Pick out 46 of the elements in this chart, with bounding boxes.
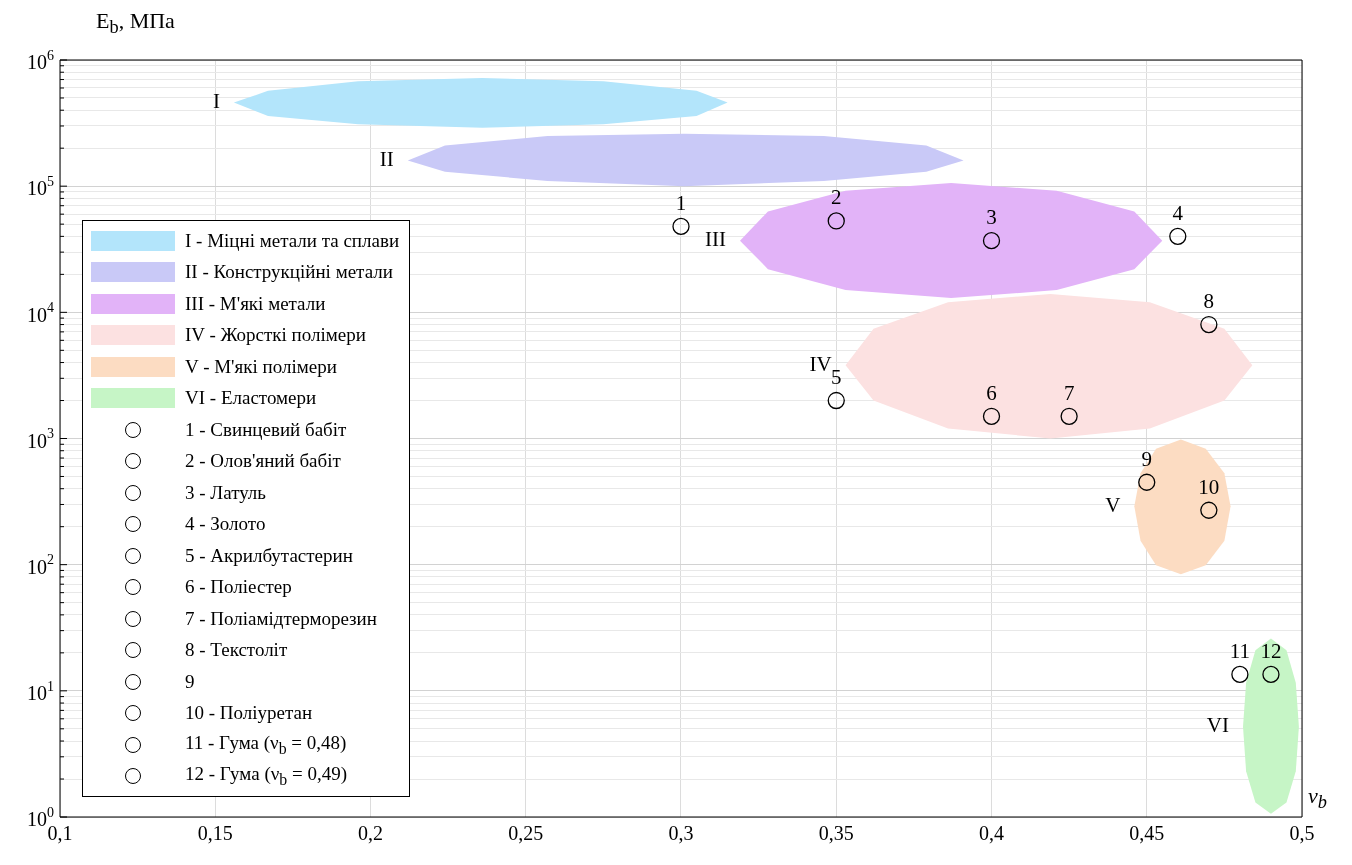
legend-label: IV - Жорсткі полімери (185, 324, 366, 347)
annotation: I (212, 89, 220, 114)
legend-label: 5 - Акрилбутастерин (185, 544, 353, 567)
x-tick-label: 0,3 (668, 822, 694, 845)
annotation: 2 (831, 185, 842, 210)
annotation: 5 (831, 365, 842, 390)
annotation: 3 (986, 205, 997, 230)
annotation: 7 (1063, 380, 1075, 405)
legend-label: 8 - Текстоліт (185, 639, 288, 662)
legend-label: 1 - Свинцевий бабіт (185, 418, 347, 441)
annotation: 12 (1260, 638, 1282, 663)
legend-label: 12 - Гума (ν$_{b}$ = 0,49) (185, 763, 348, 790)
legend-label: 9 (185, 670, 195, 693)
legend-label: III - М'які метали (185, 292, 326, 315)
legend-label: VI - Еластомери (185, 387, 317, 410)
legend-label: I - Міцні метали та сплави (185, 229, 400, 252)
legend-label: 3 - Латуль (185, 481, 267, 504)
annotation: 6 (986, 380, 997, 405)
x-tick-label: 0,45 (1129, 822, 1165, 845)
annotation: IV (809, 351, 832, 376)
annotation: II (379, 146, 394, 171)
x-tick-label: 0,4 (979, 822, 1004, 845)
annotation: VI (1206, 713, 1230, 738)
annotation: V (1105, 492, 1121, 517)
x-tick-label: 0,35 (818, 822, 854, 845)
legend-label: 10 - Поліуретан (185, 702, 313, 725)
annotation: 9 (1141, 446, 1152, 471)
annotation: 10 (1198, 474, 1220, 499)
annotation: 8 (1203, 289, 1215, 314)
legend-label: 7 - Поліамідтерморезин (185, 607, 377, 630)
annotation: 11 (1229, 638, 1251, 663)
legend-label: 4 - Золото (185, 513, 266, 536)
x-tick-label: 0,5 (1289, 822, 1315, 845)
legend-label: 2 - Олов'яний бабіт (185, 450, 341, 473)
legend-label: II - Конструкційні метали (185, 261, 393, 284)
annotation: 4 (1172, 200, 1184, 225)
annotation: III (705, 227, 726, 252)
legend-label: 6 - Поліестер (185, 576, 292, 599)
y-axis-title: E$_{b}$, МПа (96, 8, 175, 38)
x-axis-title: ν$_{b}$ (1308, 783, 1327, 813)
legend-label: 11 - Гума (ν$_{b}$ = 0,48) (185, 731, 347, 758)
x-tick-label: 0,2 (358, 822, 383, 845)
legend-label: V - М'які полімери (185, 355, 337, 378)
annotation: 1 (675, 190, 687, 215)
x-tick-label: 0,25 (508, 822, 544, 845)
x-tick-label: 0,15 (197, 822, 233, 845)
